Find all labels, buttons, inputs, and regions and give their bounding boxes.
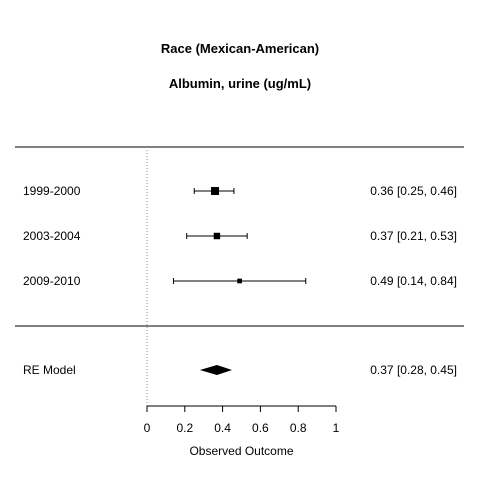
estimate-text: 0.37 [0.21, 0.53] [370, 229, 457, 243]
x-tick-label: 0.2 [176, 421, 193, 435]
point-estimate-square [237, 278, 242, 284]
x-axis: 0 0.2 0.4 0.6 0.8 1 [144, 405, 340, 435]
study-label: 2009-2010 [23, 274, 81, 288]
x-tick-label: 0.6 [252, 421, 269, 435]
chart-title: Race (Mexican-American) [161, 41, 319, 56]
x-tick-label: 0 [144, 421, 151, 435]
study-label: 1999-2000 [23, 184, 81, 198]
point-estimate-square [211, 187, 220, 195]
x-tick-label: 0.4 [214, 421, 231, 435]
x-tick-label: 1 [333, 421, 340, 435]
summary-diamond [199, 365, 233, 375]
summary-estimate-text: 0.37 [0.28, 0.45] [370, 363, 457, 377]
study-row: 1999-2000 0.36 [0.25, 0.46] [23, 184, 457, 198]
summary-row: RE Model 0.37 [0.28, 0.45] [23, 363, 457, 377]
estimate-text: 0.49 [0.14, 0.84] [370, 274, 457, 288]
summary-label: RE Model [23, 363, 76, 377]
x-axis-label: Observed Outcome [189, 444, 293, 458]
estimate-text: 0.36 [0.25, 0.46] [370, 184, 457, 198]
study-label: 2003-2004 [23, 229, 81, 243]
study-row: 2009-2010 0.49 [0.14, 0.84] [23, 274, 457, 288]
chart-subtitle: Albumin, urine (ug/mL) [169, 76, 311, 91]
study-rows: 1999-2000 0.36 [0.25, 0.46] 2003-2004 0.37 … [23, 184, 457, 288]
point-estimate-square [213, 232, 221, 240]
x-tick-label: 0.8 [290, 421, 307, 435]
study-row: 2003-2004 0.37 [0.21, 0.53] [23, 229, 457, 243]
